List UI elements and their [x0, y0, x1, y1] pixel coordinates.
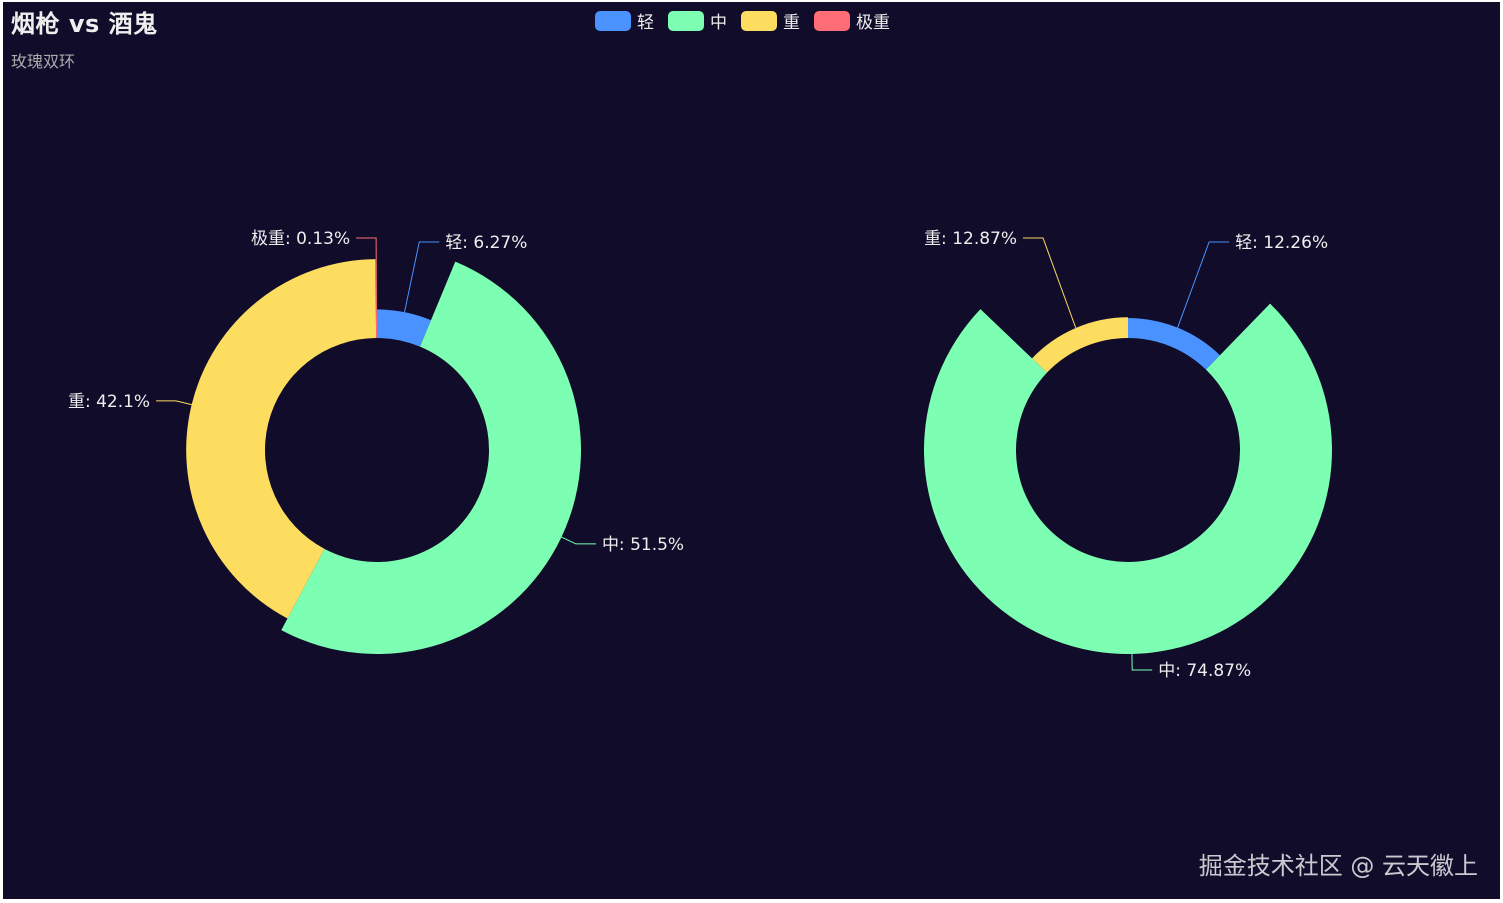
legend-swatch-medium [668, 10, 704, 31]
leader-line-heavy [156, 400, 192, 406]
rose-slice-light[interactable] [1128, 318, 1220, 370]
rose-charts: 轻: 6.27% 中: 51.5% 重: 42.1% 极重: 0.13% 轻: 12.… [68, 229, 1332, 681]
legend-label-light: 轻 [637, 13, 654, 33]
leader-line-heavy [1023, 237, 1077, 329]
legend-label-heavy: 重 [783, 13, 800, 33]
leader-line-light [1177, 241, 1230, 328]
legend-label-extreme: 极重 [856, 13, 890, 33]
legend-swatch-heavy [741, 10, 777, 31]
legend-item-heavy[interactable]: 重 [741, 8, 800, 33]
slice-label-light: 轻: 12.26% [1235, 233, 1328, 253]
rose-slice-heavy[interactable] [1032, 317, 1128, 373]
leader-line-extreme [356, 237, 377, 319]
rose-slice-heavy[interactable] [186, 259, 377, 619]
legend-label-medium: 中 [710, 13, 727, 33]
chart-title: 烟枪 vs 酒鬼 [11, 10, 158, 38]
slice-label-light: 轻: 6.27% [445, 233, 527, 253]
slice-label-medium: 中: 74.87% [1158, 661, 1251, 681]
legend-item-medium[interactable]: 中 [668, 8, 727, 33]
rose-slice-medium[interactable] [924, 303, 1332, 655]
legend-item-light[interactable]: 轻 [595, 8, 654, 33]
rose-slice-extreme[interactable] [375, 318, 377, 339]
rose-chart-drinker: 轻: 12.26% 中: 74.87% 重: 12.87% [924, 229, 1332, 681]
rose-slice-medium[interactable] [281, 261, 582, 655]
slice-label-heavy: 重: 42.1% [68, 392, 150, 412]
rose-chart-smoker: 轻: 6.27% 中: 51.5% 重: 42.1% 极重: 0.13% [68, 229, 684, 655]
legend: 轻 中 重 极重 [595, 8, 904, 33]
chart-container: 烟枪 vs 酒鬼 玫瑰双环 轻 中 重 极重 轻: 6.27% 中: 51.5% 重… [3, 2, 1500, 899]
slice-label-medium: 中: 51.5% [602, 535, 684, 555]
slice-label-extreme: 极重: 0.13% [251, 229, 350, 249]
slice-label-heavy: 重: 12.87% [924, 229, 1017, 249]
leader-line-medium [561, 536, 596, 545]
legend-swatch-extreme [814, 10, 850, 31]
legend-item-extreme[interactable]: 极重 [814, 8, 890, 33]
chart-subtitle: 玫瑰双环 [11, 52, 76, 71]
legend-swatch-light [595, 10, 631, 31]
watermark: 掘金技术社区 @ 云天徽上 [1198, 852, 1478, 880]
leader-line-medium [1131, 653, 1153, 671]
rose-slice-light[interactable] [377, 309, 431, 347]
leader-line-light [404, 241, 440, 313]
